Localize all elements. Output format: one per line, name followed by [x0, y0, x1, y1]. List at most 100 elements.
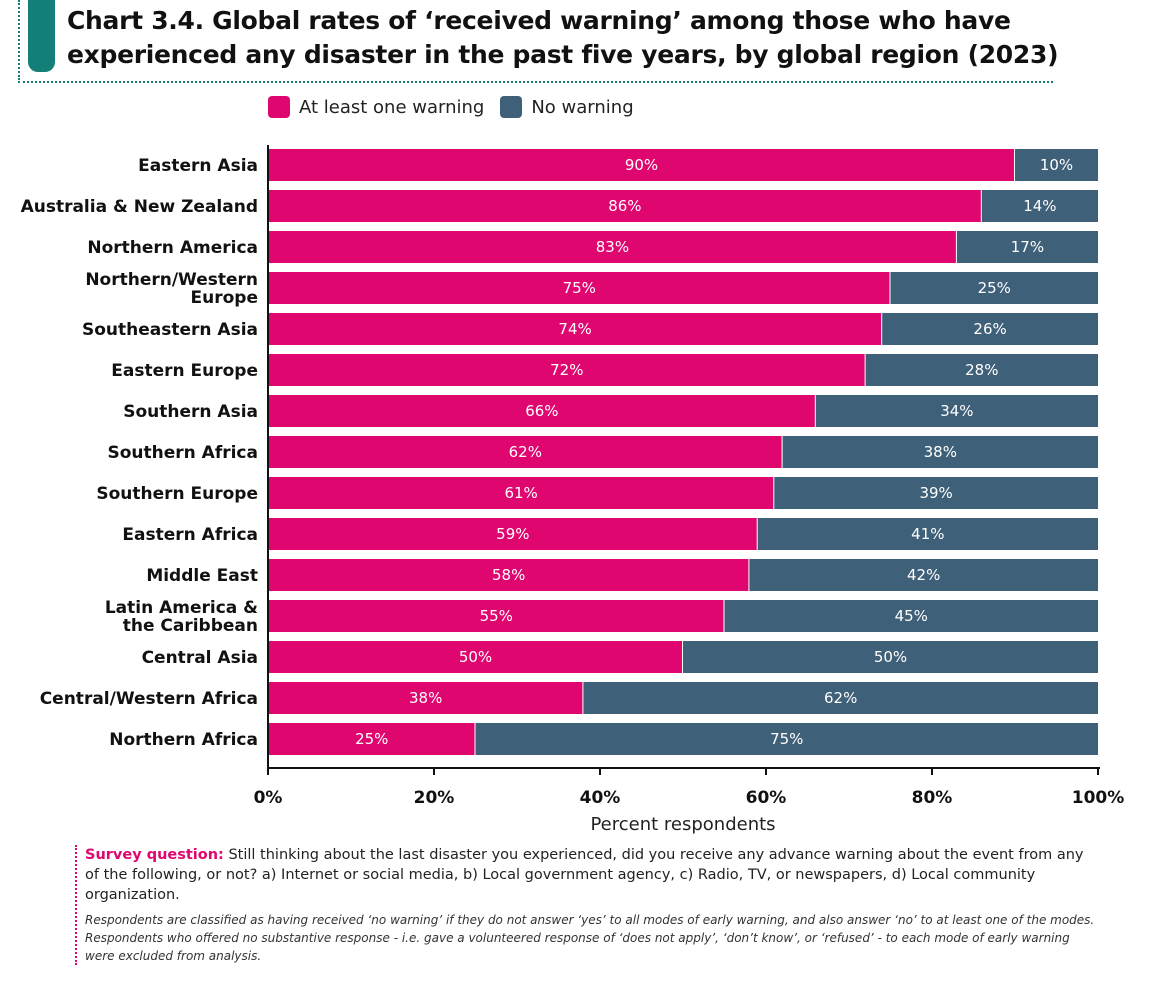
bar-segment [268, 395, 815, 427]
survey-question: Survey question: Still thinking about th… [85, 845, 1095, 905]
category-label: Northern America [87, 238, 258, 258]
divider [18, 0, 20, 80]
bar-segment [757, 518, 1098, 550]
bar-segment [268, 231, 956, 263]
category-label: Eastern Africa [122, 525, 258, 545]
legend-item-no-warning: No warning [500, 96, 634, 118]
category-label: Europe [191, 288, 258, 308]
data-label: 26% [973, 320, 1006, 338]
bar-segment [268, 682, 583, 714]
legend-swatch [500, 96, 523, 118]
data-label: 66% [525, 402, 558, 420]
legend-item-warning: At least one warning [268, 96, 484, 118]
bar-segment [268, 641, 682, 673]
bar-segment [583, 682, 1098, 714]
category-label: Northern/Western [85, 270, 258, 290]
x-tick-label: 40% [580, 788, 621, 808]
data-label: 58% [492, 566, 525, 584]
data-label: 42% [907, 566, 940, 584]
bar-segment [890, 272, 1098, 304]
bar-segment [268, 313, 882, 345]
bar-segment [268, 354, 865, 386]
data-label: 38% [924, 443, 957, 461]
bar-segment [268, 559, 749, 591]
category-label: Eastern Europe [111, 361, 258, 381]
x-axis-title: Percent respondents [590, 814, 775, 835]
bar-segment [268, 723, 475, 755]
bar-segment [749, 559, 1098, 591]
bar-segment [268, 477, 774, 509]
x-tick-label: 20% [414, 788, 455, 808]
category-label: Southern Europe [96, 484, 258, 504]
category-label: Southern Africa [107, 443, 258, 463]
category-label: the Caribbean [123, 616, 258, 636]
bar-segment [882, 313, 1098, 345]
bar-segment [782, 436, 1098, 468]
title-line-1: Chart 3.4. Global rates of ‘received war… [67, 6, 1011, 35]
bar-segment [268, 149, 1014, 181]
data-label: 50% [874, 648, 907, 666]
legend: At least one warning No warning [268, 96, 650, 118]
bar-segment [268, 272, 890, 304]
data-label: 75% [563, 279, 596, 297]
data-label: 25% [978, 279, 1011, 297]
legend-label: At least one warning [299, 96, 485, 118]
data-label: 28% [965, 361, 998, 379]
bar-segment [683, 641, 1098, 673]
legend-swatch [268, 96, 290, 118]
x-tick-label: 0% [254, 788, 283, 808]
bar-segment [815, 395, 1098, 427]
data-label: 62% [824, 689, 857, 707]
survey-question-label: Survey question: [85, 847, 224, 863]
bar-chart: 90% 10% Eastern Asia 86% 14% Australia & New … [21, 145, 1125, 835]
bar-segment [865, 354, 1098, 386]
bar-segment [981, 190, 1098, 222]
data-label: 55% [480, 607, 513, 625]
data-label: 38% [409, 689, 442, 707]
chart-title: Chart 3.4. Global rates of ‘received war… [67, 4, 1059, 72]
data-label: 25% [355, 730, 388, 748]
bar-segment [268, 600, 724, 632]
data-label: 17% [1011, 238, 1044, 256]
accent-bar [28, 0, 55, 72]
x-tick-label: 100% [1072, 788, 1125, 808]
data-label: 14% [1023, 197, 1056, 215]
data-label: 61% [504, 484, 537, 502]
category-label: Central Asia [142, 648, 258, 668]
x-tick-label: 60% [746, 788, 787, 808]
data-label: 45% [895, 607, 928, 625]
data-label: 75% [770, 730, 803, 748]
bar-segment [268, 190, 981, 222]
data-label: 39% [919, 484, 952, 502]
data-label: 59% [496, 525, 529, 543]
category-label: Australia & New Zealand [21, 197, 258, 217]
title-line-2: experienced any disaster in the past fiv… [67, 40, 1059, 69]
data-label: 83% [596, 238, 629, 256]
bar-segment [268, 436, 782, 468]
data-label: 34% [940, 402, 973, 420]
bar-segment [268, 518, 757, 550]
category-label: Latin America & [105, 598, 258, 618]
data-label: 86% [608, 197, 641, 215]
category-label: Middle East [146, 566, 258, 586]
data-label: 90% [625, 156, 658, 174]
legend-label: No warning [531, 96, 634, 118]
category-label: Central/Western Africa [40, 689, 258, 709]
bar-segment [774, 477, 1098, 509]
x-tick-label: 80% [912, 788, 953, 808]
category-label: Southern Asia [123, 402, 258, 422]
data-label: 74% [558, 320, 591, 338]
survey-note: Survey question: Still thinking about th… [75, 845, 1095, 965]
data-label: 10% [1040, 156, 1073, 174]
data-label: 50% [459, 648, 492, 666]
category-label: Southeastern Asia [82, 320, 258, 340]
bar-segment [956, 231, 1098, 263]
category-label: Northern Africa [109, 730, 258, 750]
data-label: 62% [509, 443, 542, 461]
footnote: Respondents are classified as having rec… [85, 913, 1095, 963]
divider [18, 81, 1053, 83]
survey-question-text: Still thinking about the last disaster y… [85, 847, 1084, 903]
bar-segment [724, 600, 1098, 632]
data-label: 41% [911, 525, 944, 543]
